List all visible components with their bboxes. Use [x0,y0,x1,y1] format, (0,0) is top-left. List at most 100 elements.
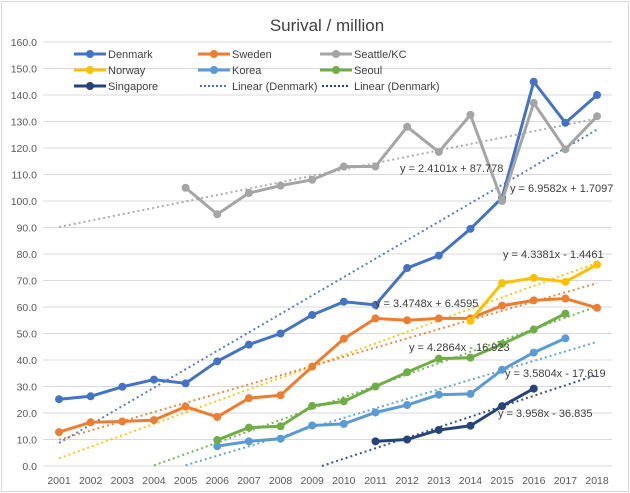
x-tick-label: 2013 [427,475,451,487]
data-point-denmark [308,310,317,319]
legend-item: Korea [198,65,262,77]
data-point-seoul [466,353,475,362]
data-point-seattle-kc [213,210,222,219]
data-point-singapore [498,402,507,411]
data-point-denmark [244,340,253,349]
data-point-korea [498,365,507,374]
data-point-seoul [339,397,348,406]
x-tick-label: 2005 [174,475,198,487]
y-tick-label: 50.0 [17,329,38,341]
data-point-seoul [308,401,317,410]
data-point-korea [244,437,253,446]
data-point-denmark [371,300,380,309]
x-tick-label: 2018 [585,475,609,487]
data-point-norway [498,279,507,288]
legend-swatch-marker [86,66,94,74]
series-line-denmark [58,80,599,401]
data-point-seattle-kc [466,110,475,119]
data-point-denmark [149,375,158,384]
data-point-korea [466,389,475,398]
data-point-seoul [529,325,538,334]
y-tick-label: 100.0 [11,196,37,208]
data-point-seoul [213,436,222,445]
y-tick-label: 20.0 [17,408,38,420]
x-tick-label: 2009 [301,475,325,487]
data-point-seattle-kc [339,162,348,171]
series-line-singapore [375,387,535,443]
x-tick-label: 2016 [522,475,546,487]
x-tick-label: 2006 [206,475,230,487]
legend-label: Korea [232,65,262,77]
trendline-equation: y = 3.958x - 36.835 [498,408,592,420]
legend-item: Linear (Denmark) [200,81,318,93]
legend-swatch-marker [332,66,340,74]
data-point-singapore [529,384,538,393]
data-point-seattle-kc [403,122,412,131]
trendline-equation: y = 3.5804x - 17.619 [505,368,606,380]
data-point-seattle-kc [593,112,602,121]
data-point-sweden [55,428,63,437]
data-point-sweden [118,417,127,426]
data-point-sweden [244,394,253,403]
data-point-seattle-kc [276,181,285,190]
data-point-denmark [403,264,412,273]
legend-item: Denmark [74,49,153,61]
data-point-korea [308,421,317,430]
legend-item: Linear (Denmark) [322,81,440,93]
data-point-norway [466,316,475,325]
data-point-seattle-kc [181,183,190,192]
x-tick-label: 2015 [490,475,514,487]
y-tick-label: 60.0 [17,302,38,314]
y-tick-label: 80.0 [17,249,38,261]
data-point-denmark [118,382,127,391]
legend-item: Seoul [320,65,382,77]
legend-item: Seattle/KC [320,49,407,61]
y-tick-label: 150.0 [11,64,37,76]
y-tick-label: 30.0 [17,382,38,394]
data-point-denmark [434,251,443,260]
series-line-sweden [58,297,598,434]
x-tick-label: 2004 [142,475,166,487]
x-tick-label: 2003 [111,475,135,487]
legend-label: Seoul [354,65,382,77]
data-point-seattle-kc [244,189,253,198]
y-tick-label: 120.0 [11,143,37,155]
x-tick-label: 2014 [459,475,483,487]
y-axis-ticks: 0.0 10.0 20.0 30.0 40.0 50.0 60.0 70.0 80.0 90.0 1… [11,37,37,473]
data-point-sweden [403,316,412,325]
legend-swatch-marker [210,66,218,74]
x-tick-label: 2001 [47,475,71,487]
data-point-sweden [276,391,285,400]
trendline-denmark [58,128,598,444]
series-line-seattle-kc [184,101,599,216]
data-point-sweden [213,412,222,421]
data-point-denmark [529,77,538,86]
data-point-sweden [434,314,443,323]
legend-item: Sweden [198,49,272,61]
data-point-denmark [181,379,190,388]
legend-label: Sweden [232,49,272,61]
trendline-singapore [321,373,598,467]
y-tick-label: 40.0 [17,355,38,367]
data-point-sweden [339,334,348,343]
y-tick-label: 90.0 [17,223,38,235]
data-point-seattle-kc [529,98,538,107]
data-point-seattle-kc [371,162,380,171]
data-point-denmark [276,329,285,338]
series-line-korea [217,336,567,448]
trendline-sweden [58,282,598,441]
data-point-seoul [244,423,253,432]
data-point-denmark [86,392,95,401]
trendline-equation: y = 3.4748x + 6.4595 [375,298,478,310]
trendline-korea [185,340,598,467]
y-tick-label: 0.0 [22,461,37,473]
data-point-seattle-kc [561,145,570,154]
data-point-korea [434,390,443,399]
x-tick-label: 2010 [332,475,356,487]
data-point-korea [371,408,380,417]
data-point-seoul [276,422,285,431]
data-point-sweden [308,362,317,371]
y-tick-label: 140.0 [11,90,37,102]
